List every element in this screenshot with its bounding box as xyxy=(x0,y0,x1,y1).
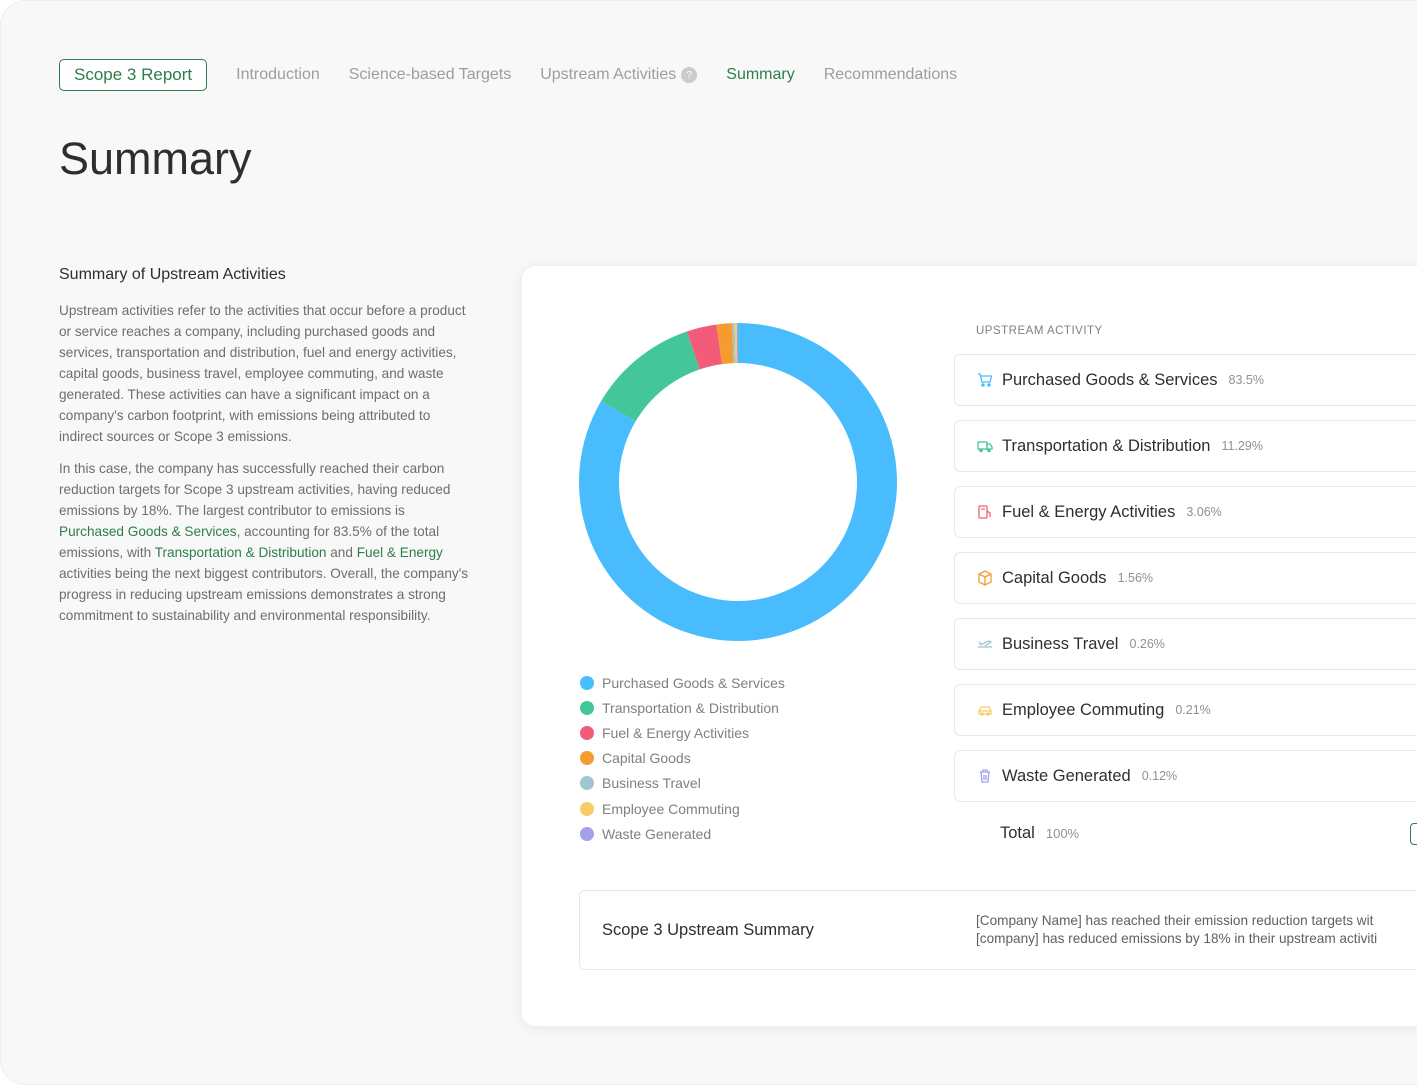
intro-paragraph: Upstream activities refer to the activit… xyxy=(59,303,466,444)
total-percent: 100% xyxy=(1045,826,1080,841)
activity-row[interactable]: Waste Generated 0.12% xyxy=(954,750,1417,802)
donut-slice[interactable] xyxy=(686,324,722,370)
legend-item: Business Travel xyxy=(580,771,785,796)
activity-name: Transportation & Distribution xyxy=(1002,436,1211,455)
legend-label: Fuel & Energy Activities xyxy=(602,724,750,741)
airplane-icon xyxy=(977,636,993,652)
activity-name: Fuel & Energy Activities xyxy=(1002,502,1176,521)
activity-row[interactable]: Capital Goods 1.56% xyxy=(954,552,1417,604)
legend-label: Purchased Goods & Services xyxy=(602,674,785,691)
activity-name: Purchased Goods & Services xyxy=(1002,370,1218,389)
total-label: Total xyxy=(1000,824,1035,842)
donut-chart xyxy=(579,323,897,641)
tab-recommendations[interactable]: Recommendations xyxy=(824,66,957,84)
donut-slice[interactable] xyxy=(716,323,734,365)
legend-swatch xyxy=(580,801,594,816)
legend-swatch xyxy=(580,751,594,766)
legend-item: Capital Goods xyxy=(580,746,785,771)
legend-item: Waste Generated xyxy=(580,821,785,846)
activity-name: Employee Commuting xyxy=(1002,700,1165,719)
activity-percent: 0.21% xyxy=(1175,703,1211,717)
tab-science-based-targets[interactable]: Science-based Targets xyxy=(349,66,511,84)
summary-line: [Company Name] has reached their emissio… xyxy=(976,913,1374,928)
legend-label: Capital Goods xyxy=(602,750,691,767)
legend-item: Purchased Goods & Services xyxy=(580,670,785,695)
legend-swatch xyxy=(580,725,594,740)
donut-slice[interactable] xyxy=(732,323,736,364)
tab-upstream-activities[interactable]: Upstream Activities? xyxy=(540,66,698,84)
legend-label: Business Travel xyxy=(602,775,701,792)
chart-legend: Purchased Goods & Services Transportation… xyxy=(580,670,785,846)
summary-text-column: Summary of Upstream Activities Upstream … xyxy=(59,266,469,637)
activity-row[interactable]: Fuel & Energy Activities 3.06% xyxy=(954,486,1417,538)
legend-label: Waste Generated xyxy=(602,825,712,842)
text-run: In this case, the company has successful… xyxy=(59,461,451,518)
tab-summary[interactable]: Summary xyxy=(726,66,794,84)
brand-button[interactable]: Scope 3 Report xyxy=(59,59,208,91)
activity-row[interactable]: Purchased Goods & Services 83.5% xyxy=(954,354,1417,406)
activity-percent: 1.56% xyxy=(1117,571,1154,585)
activity-name: Waste Generated xyxy=(1002,766,1131,785)
activity-percent: 3.06% xyxy=(1186,505,1222,519)
list-header: UPSTREAM ACTIVITY xyxy=(976,325,1103,337)
legend-swatch xyxy=(580,700,594,715)
help-icon: ? xyxy=(681,67,698,83)
activity-percent: 0.12% xyxy=(1141,769,1178,783)
trash-icon xyxy=(977,768,993,784)
text-run: activities being the next biggest contri… xyxy=(59,566,469,623)
fuel-pump-icon xyxy=(977,504,993,520)
page-title: Summary xyxy=(59,133,252,184)
results-paragraph: In this case, the company has successful… xyxy=(59,458,469,626)
tab-introduction[interactable]: Introduction xyxy=(236,66,320,84)
box-icon xyxy=(977,570,993,586)
section-heading: Summary of Upstream Activities xyxy=(59,266,286,283)
legend-item: Employee Commuting xyxy=(580,796,785,821)
tab-label: Upstream Activities xyxy=(540,66,677,83)
tab-label: Science-based Targets xyxy=(348,66,512,83)
summary-title: Scope 3 Upstream Summary xyxy=(602,921,814,939)
legend-swatch xyxy=(580,826,594,841)
activity-percent: 11.29% xyxy=(1221,439,1263,453)
legend-swatch xyxy=(580,776,594,791)
summary-line: [company] has reduced emissions by 18% i… xyxy=(976,931,1378,946)
legend-item: Transportation & Distribution xyxy=(580,695,785,720)
activity-row[interactable]: Employee Commuting 0.21% xyxy=(954,684,1417,736)
activity-card: Purchased Goods & Services Transportation… xyxy=(521,265,1417,1027)
donut-slice[interactable] xyxy=(736,323,738,364)
activity-list: Purchased Goods & Services 83.5% Transport… xyxy=(954,354,1417,816)
truck-icon xyxy=(977,438,993,454)
total-row: Total 100% xyxy=(1000,824,1079,843)
highlight-purchased-goods[interactable]: Purchased Goods & Services xyxy=(59,524,237,539)
activity-percent: 0.26% xyxy=(1129,637,1165,651)
activity-percent: 83.5% xyxy=(1228,373,1264,387)
legend-label: Transportation & Distribution xyxy=(602,699,779,716)
cart-icon xyxy=(977,372,993,388)
scope3-summary-box[interactable]: Scope 3 Upstream Summary [Company Name] … xyxy=(579,890,1417,970)
text-run: and xyxy=(326,545,357,560)
activity-row[interactable]: Transportation & Distribution 11.29% xyxy=(954,420,1417,472)
tab-label: Recommendations xyxy=(823,66,958,83)
car-icon xyxy=(977,702,993,718)
activity-name: Business Travel xyxy=(1002,634,1119,653)
highlight-fuel-energy[interactable]: Fuel & Energy xyxy=(356,545,443,560)
activity-row[interactable]: Business Travel 0.26% xyxy=(954,618,1417,670)
donut-slice[interactable] xyxy=(601,331,700,422)
legend-label: Employee Commuting xyxy=(602,800,740,817)
summary-text: [Company Name] has reached their emissio… xyxy=(976,912,1417,948)
top-nav: Scope 3 Report Introduction Science-base… xyxy=(59,59,957,91)
total-action-button[interactable] xyxy=(1410,823,1417,845)
tab-label: Summary xyxy=(726,66,795,83)
highlight-transportation[interactable]: Transportation & Distribution xyxy=(154,545,327,560)
activity-name: Capital Goods xyxy=(1002,568,1107,587)
donut-slice[interactable] xyxy=(734,323,738,364)
tab-label: Introduction xyxy=(236,66,320,83)
legend-item: Fuel & Energy Activities xyxy=(580,720,785,745)
text-run: , accounting for 83.5% of the total emis… xyxy=(59,524,440,560)
legend-swatch xyxy=(580,675,594,690)
